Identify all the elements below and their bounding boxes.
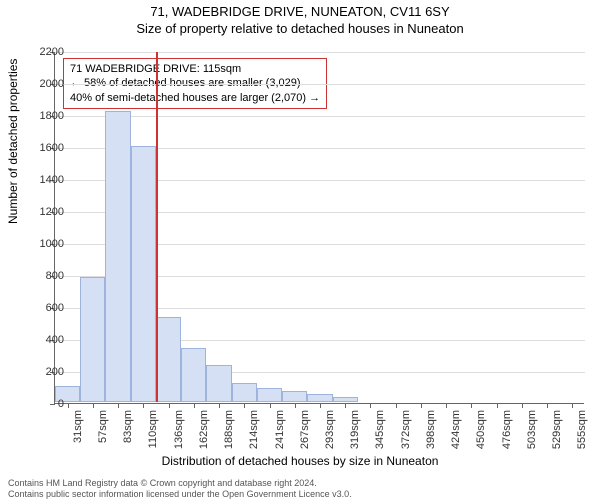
y-tick-label: 600 — [24, 302, 64, 314]
x-tick-mark — [295, 403, 296, 408]
gridline — [55, 84, 585, 85]
y-tick-label: 2200 — [24, 46, 64, 58]
histogram-bar — [80, 277, 105, 402]
x-tick-mark — [219, 403, 220, 408]
x-tick-mark — [547, 403, 548, 408]
y-axis-label: Number of detached properties — [6, 59, 20, 224]
histogram-bar — [307, 394, 332, 402]
x-tick-mark — [497, 403, 498, 408]
x-axis-label: Distribution of detached houses by size … — [0, 454, 600, 468]
y-tick-label: 1400 — [24, 174, 64, 186]
x-tick-mark — [396, 403, 397, 408]
x-tick-mark — [68, 403, 69, 408]
histogram-chart: 71 WADEBRIDGE DRIVE: 115sqm ← 58% of det… — [54, 52, 584, 404]
histogram-bar — [333, 397, 358, 402]
x-tick-mark — [370, 403, 371, 408]
histogram-bar — [156, 317, 181, 402]
y-tick-label: 0 — [24, 398, 64, 410]
y-tick-label: 2000 — [24, 78, 64, 90]
footer-line-1: Contains HM Land Registry data © Crown c… — [8, 478, 352, 489]
gridline — [55, 116, 585, 117]
y-tick-label: 400 — [24, 334, 64, 346]
histogram-bar — [206, 365, 231, 402]
marker-line — [156, 52, 158, 402]
x-tick-mark — [270, 403, 271, 408]
histogram-bar — [257, 388, 282, 402]
x-tick-mark — [169, 403, 170, 408]
x-tick-mark — [446, 403, 447, 408]
plot-area: 71 WADEBRIDGE DRIVE: 115sqm ← 58% of det… — [54, 52, 584, 404]
histogram-bar — [181, 348, 206, 402]
x-tick-mark — [93, 403, 94, 408]
histogram-bar — [232, 383, 257, 402]
x-tick-mark — [143, 403, 144, 408]
histogram-bar — [282, 391, 307, 402]
x-tick-mark — [345, 403, 346, 408]
page-title-address: 71, WADEBRIDGE DRIVE, NUNEATON, CV11 6SY — [0, 4, 600, 19]
footer-attribution: Contains HM Land Registry data © Crown c… — [8, 478, 352, 501]
y-tick-label: 1800 — [24, 110, 64, 122]
x-tick-mark — [421, 403, 422, 408]
x-tick-mark — [572, 403, 573, 408]
x-tick-mark — [244, 403, 245, 408]
annotation-line-3: 40% of semi-detached houses are larger (… — [70, 91, 320, 105]
y-tick-label: 1200 — [24, 206, 64, 218]
histogram-bar — [131, 146, 156, 402]
x-tick-mark — [471, 403, 472, 408]
x-tick-mark — [320, 403, 321, 408]
page-title-subtitle: Size of property relative to detached ho… — [0, 21, 600, 36]
gridline — [55, 52, 585, 53]
footer-line-2: Contains public sector information licen… — [8, 489, 352, 500]
annotation-line-1: 71 WADEBRIDGE DRIVE: 115sqm — [70, 62, 320, 76]
y-tick-label: 200 — [24, 366, 64, 378]
x-tick-mark — [118, 403, 119, 408]
x-tick-mark — [194, 403, 195, 408]
x-tick-mark — [522, 403, 523, 408]
y-tick-label: 800 — [24, 270, 64, 282]
histogram-bar — [105, 111, 130, 402]
y-tick-label: 1600 — [24, 142, 64, 154]
y-tick-label: 1000 — [24, 238, 64, 250]
